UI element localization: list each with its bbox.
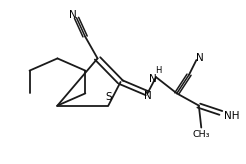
Text: S: S xyxy=(105,92,112,102)
Text: N: N xyxy=(196,53,204,63)
Text: H: H xyxy=(155,66,161,75)
Text: N: N xyxy=(144,91,151,101)
Text: N: N xyxy=(69,10,77,20)
Text: CH₃: CH₃ xyxy=(193,130,210,139)
Text: NH: NH xyxy=(224,111,239,121)
Text: N: N xyxy=(149,74,157,84)
